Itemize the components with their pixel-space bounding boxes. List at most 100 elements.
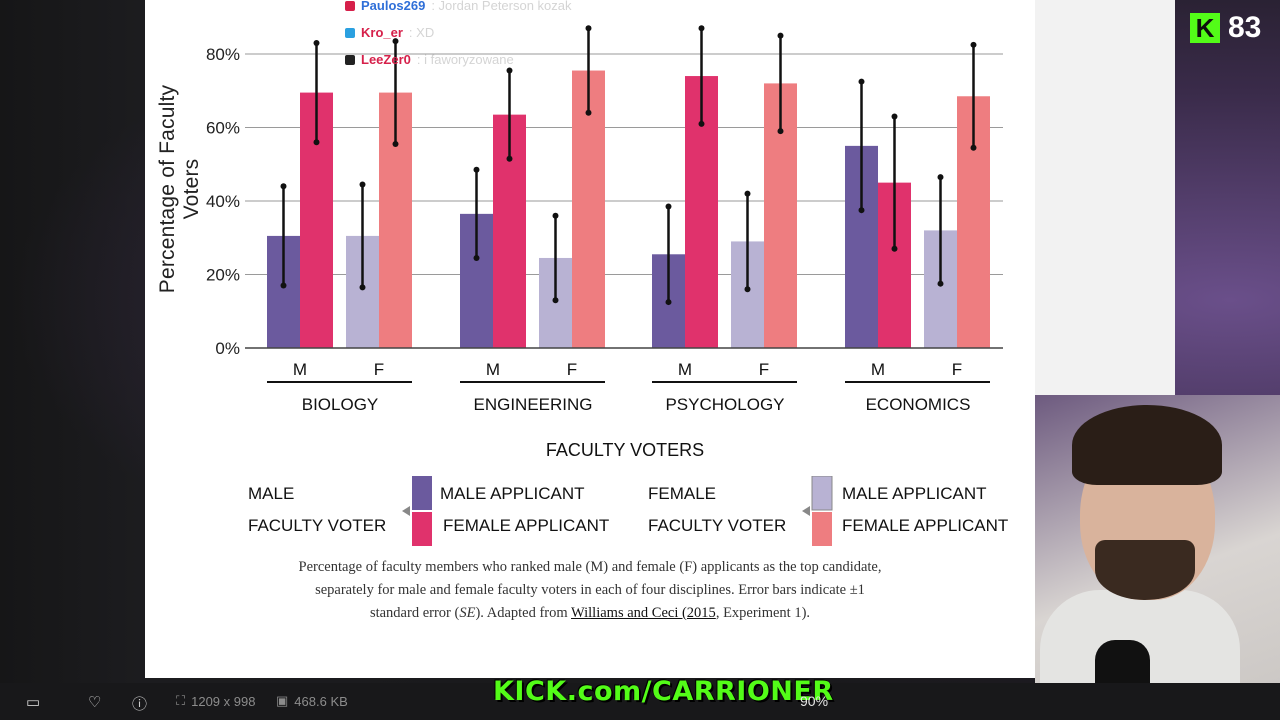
error-bar-cap bbox=[777, 128, 784, 135]
figure-caption: Percentage of faculty members who ranked… bbox=[290, 556, 890, 625]
error-bar-cap bbox=[585, 109, 592, 116]
legend-male-voter-swatches bbox=[402, 476, 432, 546]
legend-male-applicant-2: MALE APPLICANT bbox=[842, 484, 987, 503]
info-icon: ⓘ bbox=[132, 696, 148, 713]
viewer-count: 83 bbox=[1228, 11, 1262, 44]
save-icon: ▣ bbox=[276, 693, 289, 708]
legend-female-applicant-2: FEMALE APPLICANT bbox=[842, 516, 1009, 535]
webcam-hair bbox=[1072, 405, 1222, 485]
chat-username: LeeZer0 bbox=[361, 52, 411, 67]
legend-female-applicant-1: FEMALE APPLICANT bbox=[443, 516, 610, 535]
error-bar-cap bbox=[858, 78, 865, 85]
error-bar-cap bbox=[552, 297, 559, 304]
error-bar-cap bbox=[473, 254, 480, 261]
dimensions-text: 1209 x 998 bbox=[191, 693, 256, 709]
chat-overlay: Paulos269 : Jordan Peterson kozak Kro_er… bbox=[345, 0, 572, 73]
voter-label: F bbox=[759, 360, 769, 379]
legend-female-voter-line2: FACULTY VOTER bbox=[648, 516, 787, 535]
error-bar-cap bbox=[280, 282, 287, 289]
legend-swatch-female-voter-male-applicant bbox=[811, 476, 833, 511]
chat-username: Paulos269 bbox=[361, 0, 426, 13]
error-bar-cap bbox=[891, 113, 898, 120]
y-tick-label: 40% bbox=[206, 192, 240, 211]
y-tick-label: 0% bbox=[215, 339, 240, 358]
legend-male-voter-line1: MALE bbox=[248, 484, 295, 503]
chat-username: Kro_er bbox=[361, 25, 403, 40]
error-bar-cap bbox=[744, 190, 751, 197]
error-bar-cap bbox=[698, 120, 705, 127]
error-bar-cap bbox=[506, 67, 513, 74]
voter-label: M bbox=[871, 360, 885, 379]
y-axis-title: Percentage of Faculty Voters bbox=[156, 84, 203, 294]
caption-text-2: ). Adapted from bbox=[475, 605, 572, 621]
image-dimensions: ⛶ 1209 x 998 bbox=[176, 693, 255, 709]
discipline-label: ENGINEERING bbox=[473, 395, 592, 414]
webcam-beard bbox=[1095, 540, 1195, 600]
discipline-label: PSYCHOLOGY bbox=[665, 395, 784, 414]
error-bar-cap bbox=[970, 41, 977, 48]
error-bar-cap bbox=[392, 38, 399, 45]
voter-label: F bbox=[952, 360, 962, 379]
caption-text: Percentage of faculty members who ranked… bbox=[298, 559, 882, 621]
legend-swatch-female-voter-female-applicant bbox=[812, 512, 832, 546]
voter-label: M bbox=[486, 360, 500, 379]
legend-swatch-male-voter-male-applicant bbox=[412, 476, 432, 510]
error-bar-cap bbox=[473, 166, 480, 173]
kick-url-overlay: KICK.com/CARRIONER bbox=[493, 676, 834, 707]
chat-message: Kro_er : XD bbox=[345, 19, 572, 46]
y-tick-label: 20% bbox=[206, 266, 240, 285]
error-bar-cap bbox=[777, 32, 784, 39]
file-size-text: 468.6 KB bbox=[294, 693, 348, 709]
citation-link[interactable]: Williams and Ceci (2015 bbox=[571, 605, 716, 621]
sub-badge-icon bbox=[345, 0, 355, 11]
viewer-count-badge: K 83 bbox=[1190, 8, 1261, 48]
error-bar-cap bbox=[359, 181, 366, 188]
error-bar-cap bbox=[937, 280, 944, 287]
monitor-icon: ▭ bbox=[26, 694, 41, 711]
error-bar-cap bbox=[392, 141, 399, 148]
error-bar-cap bbox=[280, 183, 287, 190]
voter-label: F bbox=[374, 360, 384, 379]
info-button[interactable]: ⓘ bbox=[132, 693, 147, 714]
gem-badge-icon bbox=[345, 27, 355, 38]
error-bar-cap bbox=[937, 174, 944, 181]
kick-logo-icon: K bbox=[1190, 13, 1220, 43]
error-bar-cap bbox=[858, 207, 865, 214]
legend-male-voter-line2: FACULTY VOTER bbox=[248, 516, 387, 535]
slideshow-button[interactable]: ▭ bbox=[26, 693, 40, 711]
image-viewer-toolbar: ▭ ♡ ⓘ ⛶ 1209 x 998 ▣ 468.6 KB bbox=[0, 683, 1280, 720]
caption-se: SE bbox=[459, 605, 476, 621]
legend-female-voter-swatches bbox=[802, 476, 833, 546]
chat-text: : XD bbox=[408, 25, 435, 40]
error-bar-cap bbox=[313, 139, 320, 146]
y-tick-label: 80% bbox=[206, 45, 240, 64]
discipline-label: BIOLOGY bbox=[302, 395, 379, 414]
error-bar-cap bbox=[506, 155, 513, 162]
heart-icon: ♡ bbox=[88, 694, 102, 711]
avatar-badge-icon bbox=[345, 54, 355, 65]
file-size: ▣ 468.6 KB bbox=[276, 693, 348, 709]
error-bar-cap bbox=[891, 245, 898, 252]
chat-text: : i faworyzowane bbox=[416, 52, 514, 67]
x-axis-title: FACULTY VOTERS bbox=[546, 440, 704, 460]
error-bar-cap bbox=[552, 212, 559, 219]
zoom-level[interactable]: 90% bbox=[800, 693, 829, 709]
error-bar-cap bbox=[665, 203, 672, 210]
error-bar-cap bbox=[313, 39, 320, 46]
error-bar-cap bbox=[744, 286, 751, 293]
bar-chart: 0% 20% 40% 60% 80% M F BIOLOGY M F ENGINEERING M F PS… bbox=[206, 25, 1003, 460]
chat-message: LeeZer0 : i faworyzowane bbox=[345, 46, 572, 73]
bar bbox=[572, 70, 605, 348]
discipline-label: ECONOMICS bbox=[866, 395, 971, 414]
error-bar-cap bbox=[359, 284, 366, 291]
caption-text-3: , Experiment 1). bbox=[715, 605, 811, 621]
voter-label: F bbox=[567, 360, 577, 379]
y-tick-label: 60% bbox=[206, 119, 240, 138]
error-bar-cap bbox=[665, 299, 672, 306]
legend-pointer-icon bbox=[802, 506, 810, 516]
legend-male-applicant-1: MALE APPLICANT bbox=[440, 484, 585, 503]
favorite-button[interactable]: ♡ bbox=[88, 693, 101, 711]
legend-pointer-icon bbox=[402, 506, 410, 516]
error-bar-cap bbox=[698, 25, 705, 32]
legend-swatch-male-voter-female-applicant bbox=[412, 512, 432, 546]
